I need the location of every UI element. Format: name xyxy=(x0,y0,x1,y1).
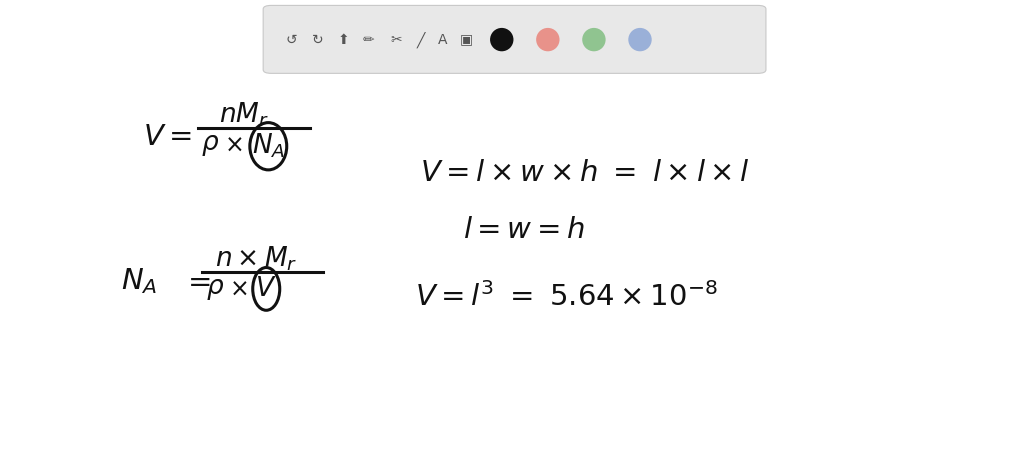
Text: ✏: ✏ xyxy=(362,32,375,47)
Text: $nM_r$: $nM_r$ xyxy=(219,100,268,129)
Text: ↺: ↺ xyxy=(286,32,298,47)
Text: $N_A$: $N_A$ xyxy=(252,132,285,161)
Ellipse shape xyxy=(537,28,559,51)
Text: $V=$: $V=$ xyxy=(143,123,193,151)
Text: $V$: $V$ xyxy=(255,276,278,302)
Text: A: A xyxy=(437,32,447,47)
Text: $\rho$: $\rho$ xyxy=(201,132,219,158)
Text: ⬆: ⬆ xyxy=(337,32,349,47)
Ellipse shape xyxy=(490,28,513,51)
Text: ▣: ▣ xyxy=(460,32,472,47)
Text: $l = w = h$: $l = w = h$ xyxy=(463,216,585,244)
Ellipse shape xyxy=(629,28,651,51)
Text: $N_A$: $N_A$ xyxy=(121,266,157,296)
Text: $\times$: $\times$ xyxy=(224,133,243,157)
Text: $\rho$: $\rho$ xyxy=(206,276,224,302)
Text: $n \times M_r$: $n \times M_r$ xyxy=(215,244,297,273)
Text: $\times$: $\times$ xyxy=(229,277,248,301)
FancyBboxPatch shape xyxy=(263,5,766,73)
Text: ╱: ╱ xyxy=(417,32,425,48)
Text: $V = l^{3} \ = \ 5.64 \times 10^{-8}$: $V = l^{3} \ = \ 5.64 \times 10^{-8}$ xyxy=(415,282,718,312)
Ellipse shape xyxy=(583,28,605,51)
Text: ✂: ✂ xyxy=(390,32,402,47)
Text: ↻: ↻ xyxy=(311,32,324,47)
Text: $=$: $=$ xyxy=(182,267,211,295)
Text: $V = l \times w \times h \ = \ l \times l \times l$: $V = l \times w \times h \ = \ l \times … xyxy=(420,159,750,187)
